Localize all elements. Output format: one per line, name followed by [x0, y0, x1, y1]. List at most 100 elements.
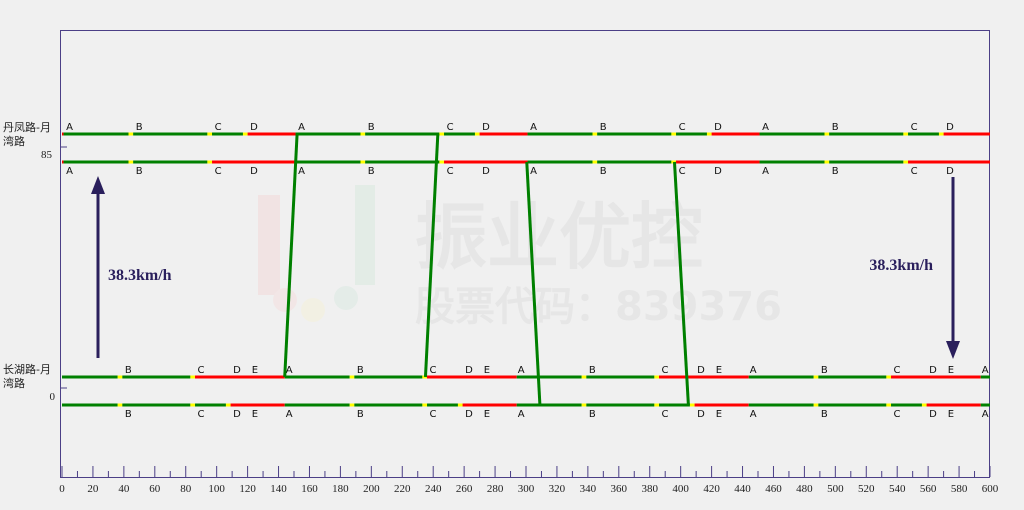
phase-label: A	[286, 409, 293, 420]
phase-label: B	[821, 365, 828, 376]
phase-label: A	[298, 166, 305, 177]
phase-label: C	[911, 166, 918, 177]
phase-label: D	[233, 365, 241, 376]
phase-label: D	[714, 122, 722, 133]
x-tick-label: 0	[59, 483, 65, 495]
phase-label: C	[447, 166, 454, 177]
speed-label-down: 38.3km/h	[869, 257, 933, 274]
phase-label: D	[697, 409, 705, 420]
intersection-label-top: 丹凤路-月	[3, 121, 51, 134]
phase-label: B	[832, 122, 839, 133]
phase-label: E	[252, 365, 258, 376]
phase-label: A	[982, 409, 989, 420]
x-tick-label: 600	[982, 483, 999, 495]
phase-label: D	[250, 122, 258, 133]
x-tick-label: 120	[239, 483, 256, 495]
x-tick-label: 80	[180, 483, 192, 495]
phase-label: A	[982, 365, 989, 376]
phase-label: B	[600, 166, 607, 177]
phase-label: B	[821, 409, 828, 420]
intersection-label-top-cont: 湾路	[3, 134, 25, 148]
x-tick-label: 200	[363, 483, 380, 495]
signal-timing-bars: A B C D A B C D A B C D A B C DA B C D A B C D A B C D A B C DAB C D E AB C…	[62, 122, 990, 420]
phase-label: D	[697, 365, 705, 376]
x-tick-label: 280	[487, 483, 504, 495]
phase-label: C	[662, 365, 669, 376]
phase-label: A	[66, 166, 73, 177]
green-wave-line	[423, 133, 440, 378]
phase-label: C	[679, 122, 686, 133]
phase-label: B	[832, 166, 839, 177]
phase-label: D	[714, 166, 722, 177]
x-tick-label: 540	[889, 483, 906, 495]
phase-label: C	[679, 166, 686, 177]
green-wave-line	[672, 161, 690, 406]
phase-label: B	[125, 409, 132, 420]
phase-label: C	[447, 122, 454, 133]
phase-label: B	[136, 166, 143, 177]
x-tick-label: 300	[518, 483, 535, 495]
phase-label: B	[357, 365, 364, 376]
speed-label-up: 38.3km/h	[108, 267, 172, 284]
y-axis: 丹凤路-月 湾路 85 长湖路-月 湾路 0	[3, 121, 67, 403]
intersection-label-bottom-cont: 湾路	[3, 376, 25, 390]
watermark-name: 振业优控	[415, 195, 703, 279]
x-tick-label: 320	[549, 483, 566, 495]
x-tick-label: 220	[394, 483, 411, 495]
watermark: 振业优控 股票代码：839376	[258, 185, 782, 330]
phase-label: C	[894, 409, 901, 420]
x-tick-label: 100	[208, 483, 225, 495]
watermark-logo-dot	[334, 286, 358, 310]
x-axis: 0 20 40 60 80 100 120 140 160 180 200 220 240 260 280 3…	[59, 466, 999, 495]
x-tick-label: 400	[672, 483, 689, 495]
phase-label: B	[136, 122, 143, 133]
phase-label: A	[518, 365, 525, 376]
arrowhead-down-icon	[946, 341, 960, 359]
phase-label: E	[948, 365, 954, 376]
x-tick-label: 360	[611, 483, 628, 495]
watermark-logo-dot	[301, 298, 325, 322]
phase-label: D	[250, 166, 258, 177]
phase-label: B	[589, 409, 596, 420]
green-wave-bands	[283, 133, 690, 406]
x-tick-label: 260	[456, 483, 473, 495]
phase-label: D	[946, 166, 954, 177]
y-label-85: 85	[41, 149, 53, 161]
phase-label: D	[929, 365, 937, 376]
y-label-0: 0	[50, 391, 56, 403]
phase-label: D	[946, 122, 954, 133]
phase-label: A	[750, 365, 757, 376]
x-tick-label: 520	[858, 483, 875, 495]
phase-label: C	[430, 409, 437, 420]
x-tick-label: 580	[951, 483, 968, 495]
x-tick-label: 140	[270, 483, 287, 495]
x-tick-label: 340	[580, 483, 597, 495]
phase-label: C	[198, 409, 205, 420]
phase-label: E	[252, 409, 258, 420]
phase-label: B	[589, 365, 596, 376]
x-tick-label: 440	[734, 483, 751, 495]
phase-label: A	[66, 122, 73, 133]
phase-label: E	[716, 409, 722, 420]
x-tick-label: 380	[641, 483, 658, 495]
phase-label: D	[233, 409, 241, 420]
phase-label: D	[482, 166, 490, 177]
x-tick-label: 560	[920, 483, 937, 495]
phase-label: B	[125, 365, 132, 376]
phase-label: C	[215, 166, 222, 177]
phase-label: A	[530, 166, 537, 177]
phase-label: D	[465, 365, 473, 376]
phase-label: A	[762, 122, 769, 133]
phase-label: A	[530, 122, 537, 133]
x-tick-label: 60	[149, 483, 161, 495]
phase-label: A	[286, 365, 293, 376]
x-tick-label: 500	[827, 483, 844, 495]
phase-label: C	[662, 409, 669, 420]
x-tick-label: 480	[796, 483, 813, 495]
green-wave-line	[525, 161, 542, 406]
phase-label: D	[482, 122, 490, 133]
phase-label: B	[357, 409, 364, 420]
phase-label: A	[750, 409, 757, 420]
arrowhead-up-icon	[91, 176, 105, 194]
phase-label: E	[716, 365, 722, 376]
